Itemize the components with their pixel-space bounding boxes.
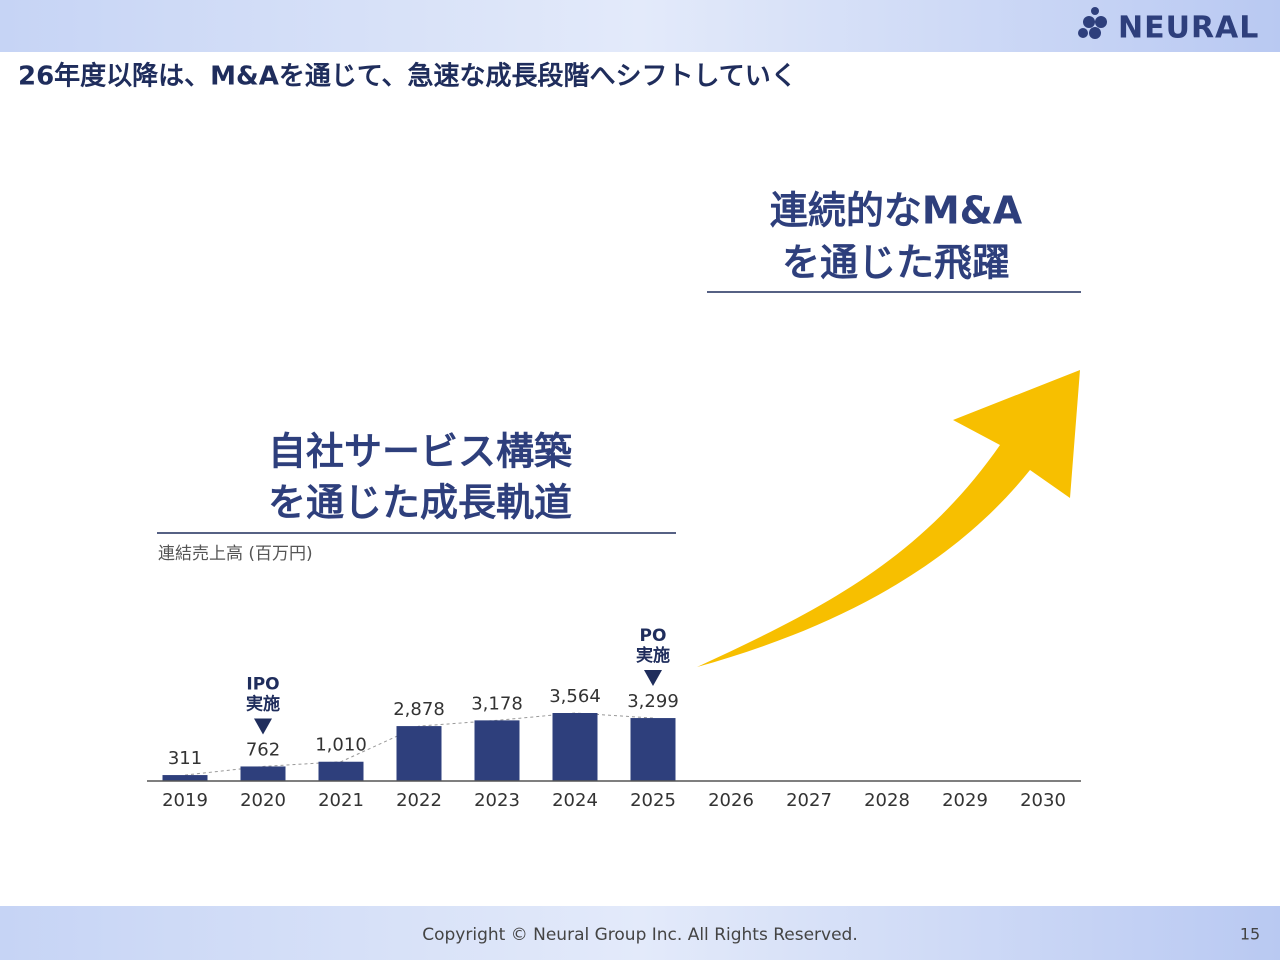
x-tick-label: 2022 [396, 790, 442, 811]
annotation-marker [254, 718, 272, 735]
x-tick-label: 2026 [708, 790, 754, 811]
value-label: 3,564 [549, 686, 601, 707]
logo: NEURAL [1118, 11, 1259, 46]
bar [396, 726, 442, 781]
annotation-marker [644, 670, 662, 687]
x-tick-label: 2027 [786, 790, 832, 811]
bar [552, 713, 598, 781]
value-label: 1,010 [315, 735, 367, 756]
bar [630, 718, 676, 781]
callout-line: を通じた成長軌道 [268, 481, 572, 525]
annotation-text: IPO [246, 674, 279, 694]
x-tick-label: 2025 [630, 790, 676, 811]
bar [162, 775, 208, 781]
logo-icon [1078, 7, 1107, 39]
bar [474, 720, 520, 781]
value-label: 2,878 [393, 699, 445, 720]
bar [240, 766, 286, 781]
copyright: Copyright © Neural Group Inc. All Rights… [422, 925, 858, 945]
growth-arrow [697, 370, 1080, 667]
x-tick-label: 2021 [318, 790, 364, 811]
callout-line: を通じた飛躍 [782, 241, 1010, 285]
x-tick-label: 2023 [474, 790, 520, 811]
value-label: 3,299 [627, 691, 679, 712]
callout-line: 連続的なM&A [770, 189, 1023, 233]
callout-line: 自社サービス構築 [268, 430, 573, 474]
x-tick-label: 2019 [162, 790, 208, 811]
header-band [0, 0, 1280, 52]
value-label: 311 [168, 748, 202, 769]
x-tick-label: 2020 [240, 790, 286, 811]
value-label: 762 [246, 739, 280, 760]
y-axis-label: 連結売上高 (百万円) [158, 544, 313, 564]
annotation-text: 実施 [636, 645, 670, 666]
x-tick-label: 2028 [864, 790, 910, 811]
footer-band [0, 906, 1280, 960]
page-number: 15 [1240, 925, 1260, 944]
bar [318, 761, 364, 781]
slide-title: 26年度以降は、M&Aを通じて、急速な成長段階へシフトしていく [18, 61, 797, 92]
annotation-text: PO [640, 626, 667, 646]
annotation-text: 実施 [246, 693, 280, 714]
x-tick-label: 2030 [1020, 790, 1066, 811]
x-tick-label: 2029 [942, 790, 988, 811]
x-tick-label: 2024 [552, 790, 598, 811]
value-label: 3,178 [471, 693, 523, 714]
plot: 2019 311 2020 762 2021 1,010 2022 2,878 2023 3,17… [162, 626, 1066, 811]
